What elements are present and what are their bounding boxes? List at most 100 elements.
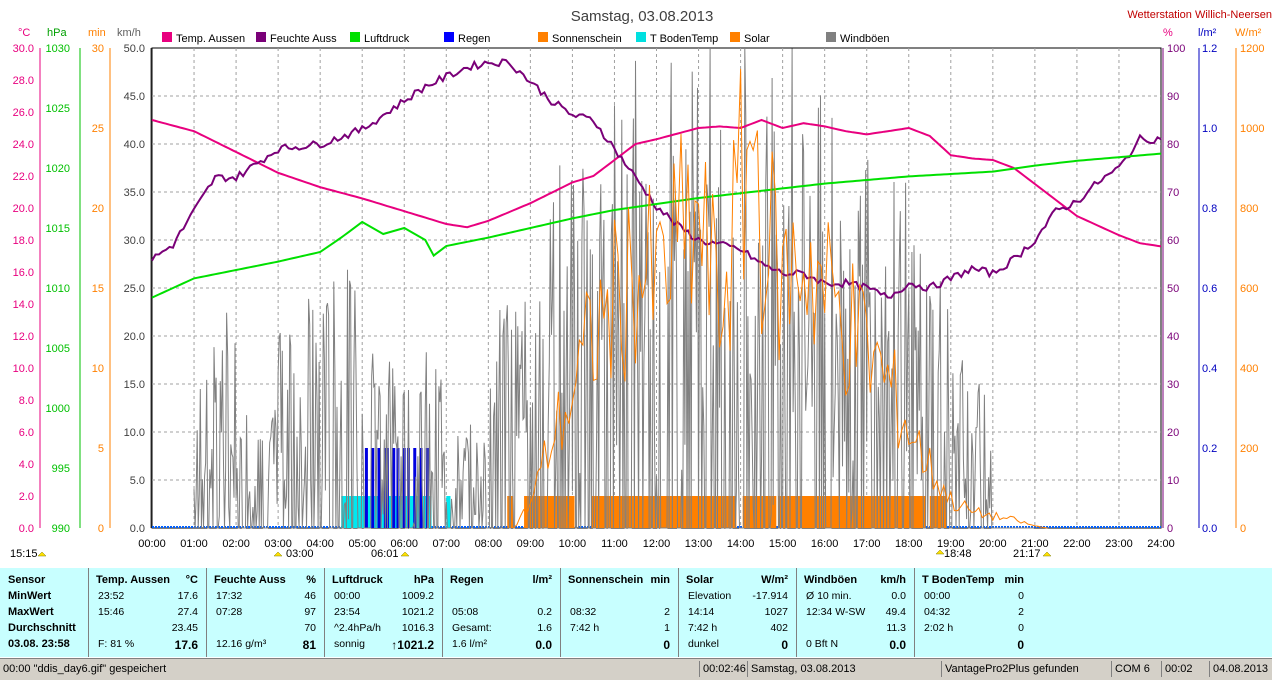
tick-solar: 1200 bbox=[1240, 43, 1264, 55]
tick-temp: 2.0 bbox=[19, 491, 34, 503]
tick-wind: 0.0 bbox=[130, 523, 145, 535]
temp-row-value: 17.6 bbox=[177, 590, 198, 602]
unit-pressure: hPa bbox=[47, 27, 67, 39]
tick-temp: 4.0 bbox=[19, 459, 34, 471]
temp-row-value: 23.45 bbox=[171, 622, 198, 634]
soil-row: 2:02 h 0 bbox=[918, 622, 1028, 638]
series-line-solar bbox=[513, 68, 1048, 529]
status-today: 04.08.2013 bbox=[1213, 663, 1269, 675]
unit-wind: km/h bbox=[117, 27, 141, 39]
tick-minutes: 15 bbox=[92, 283, 104, 295]
tick-temp: 10.0 bbox=[13, 363, 34, 375]
tick-minutes: 25 bbox=[92, 123, 104, 135]
wind-row: Ø 10 min. 0.0 bbox=[800, 590, 910, 606]
x-tick-label: 06:00 bbox=[390, 538, 418, 550]
hum-row-value: 97 bbox=[304, 606, 316, 618]
wind-row-value: 49.4 bbox=[885, 606, 906, 618]
tick-pressure: 1030 bbox=[46, 43, 70, 55]
x-tick-label: 24:00 bbox=[1147, 538, 1175, 550]
press-row: sonnig ↑1021.2 bbox=[328, 638, 438, 654]
tick-temp: 8.0 bbox=[19, 395, 34, 407]
x-tick-label: 00:00 bbox=[138, 538, 166, 550]
legend-swatch bbox=[826, 32, 836, 42]
x-tick-label: 13:00 bbox=[685, 538, 713, 550]
solar-row-value: -17.914 bbox=[752, 590, 788, 602]
rain-row-label: 05:08 bbox=[452, 606, 479, 618]
x-tick-label: 05:00 bbox=[348, 538, 376, 550]
temp-row: 23.45 bbox=[92, 622, 202, 638]
summary-sensor: Sensor MinWert MaxWert Durchschnitt 03.0… bbox=[0, 568, 89, 657]
series-line-feuchte-auss bbox=[151, 58, 1162, 299]
soil-header: T BodenTemp bbox=[922, 574, 995, 586]
tick-pressure: 995 bbox=[52, 463, 70, 475]
tick-rain: 0.2 bbox=[1202, 443, 1217, 455]
x-tick-label: 20:00 bbox=[979, 538, 1007, 550]
sun-row bbox=[564, 590, 674, 606]
x-tick-label: 17:00 bbox=[853, 538, 881, 550]
rain-header-row: Regen l/m² bbox=[446, 574, 556, 590]
rain-row bbox=[446, 590, 556, 606]
wind-row: 0 Bft N 0.0 bbox=[800, 638, 910, 654]
tick-solar: 800 bbox=[1240, 203, 1258, 215]
rain-row-label: 1.6 l/m² bbox=[452, 638, 488, 650]
rain-row: 1.6 l/m² 0.0 bbox=[446, 638, 556, 654]
tick-temp: 0.0 bbox=[19, 523, 34, 535]
below-axis-marks bbox=[37, 549, 1052, 557]
tick-minutes: 30 bbox=[92, 43, 104, 55]
status-time: 00:02:46 bbox=[700, 661, 748, 677]
soil-row-label: 04:32 bbox=[924, 606, 951, 618]
sun-header: Sonnenschein bbox=[568, 574, 644, 586]
hum-header: Feuchte Auss bbox=[214, 574, 286, 586]
press-header: Luftdruck bbox=[332, 574, 383, 586]
temp-row-value: 27.4 bbox=[177, 606, 198, 618]
x-tick-label: 23:00 bbox=[1105, 538, 1133, 550]
wind-row-label: Ø 10 min. bbox=[806, 590, 852, 602]
sun-row: 0 bbox=[564, 638, 674, 654]
sun-unit: min bbox=[650, 574, 670, 586]
sun-row: 7:42 h 1 bbox=[564, 622, 674, 638]
legend-label: Windböen bbox=[840, 33, 890, 45]
summary-panel: Sensor MinWert MaxWert Durchschnitt 03.0… bbox=[0, 568, 1272, 657]
wind-header-row: Windböen km/h bbox=[800, 574, 910, 590]
rain-bar bbox=[419, 448, 423, 528]
left-time-label: 15:15 bbox=[10, 548, 38, 560]
x-tick-label: 01:00 bbox=[180, 538, 208, 550]
soil-row-value: 0 bbox=[1017, 638, 1024, 652]
press-row-value: 1021.2 bbox=[401, 606, 434, 618]
summary-temp: Temp. Aussen °C 23:52 17.6 15:46 27.4 23.45 F: … bbox=[88, 568, 207, 657]
press-row: ^2.4hPa/h 1016.3 bbox=[328, 622, 438, 638]
rain-row-value: 1.6 bbox=[537, 622, 552, 634]
weather-chart: 00:00 01:00 02:00 03:00 04:00 05:00 06:00 07:00… bbox=[10, 8, 1272, 560]
hum-row: 07:28 97 bbox=[210, 606, 320, 622]
solar-row: 14:14 1027 bbox=[682, 606, 792, 622]
tick-humidity: 50 bbox=[1167, 283, 1179, 295]
legend-swatch bbox=[636, 32, 646, 42]
hum-row-value: 70 bbox=[304, 622, 316, 634]
unit-rain: l/m² bbox=[1198, 27, 1217, 39]
legend-label: Temp. Aussen bbox=[176, 33, 245, 45]
solar-row: 7:42 h 402 bbox=[682, 622, 792, 638]
tick-temp: 30.0 bbox=[13, 43, 34, 55]
chart-title: Samstag, 03.08.2013 bbox=[571, 8, 714, 25]
tick-solar: 600 bbox=[1240, 283, 1258, 295]
solar-row-label: dunkel bbox=[688, 638, 719, 650]
solar-row: dunkel 0 bbox=[682, 638, 792, 654]
legend-label: T BodenTemp bbox=[650, 33, 718, 45]
summary-wind: Windböen km/h Ø 10 min. 0.0 12:34 W-SW 49.4 11… bbox=[796, 568, 915, 657]
temp-row-label: F: 81 % bbox=[98, 638, 135, 650]
summary-soil-temp: T BodenTemp min 00:00 0 04:32 2 2:02 h 0 0 bbox=[914, 568, 1032, 657]
tick-solar: 400 bbox=[1240, 363, 1258, 375]
tick-wind: 10.0 bbox=[124, 427, 145, 439]
tick-pressure: 1025 bbox=[46, 103, 70, 115]
tick-solar: 200 bbox=[1240, 443, 1258, 455]
rain-row-label: Gesamt: bbox=[452, 622, 492, 634]
press-row-label: 00:00 bbox=[334, 590, 361, 602]
x-tick-label: 15:00 bbox=[769, 538, 797, 550]
press-row-label: 23:54 bbox=[334, 606, 361, 618]
rain-row-value: 0.0 bbox=[535, 638, 552, 652]
sensor-row-min: MinWert bbox=[8, 590, 52, 602]
sun-row-label: 08:32 bbox=[570, 606, 597, 618]
x-tick-label: 08:00 bbox=[475, 538, 503, 550]
tick-wind: 5.0 bbox=[130, 475, 145, 487]
wind-header: Windböen bbox=[804, 574, 858, 586]
